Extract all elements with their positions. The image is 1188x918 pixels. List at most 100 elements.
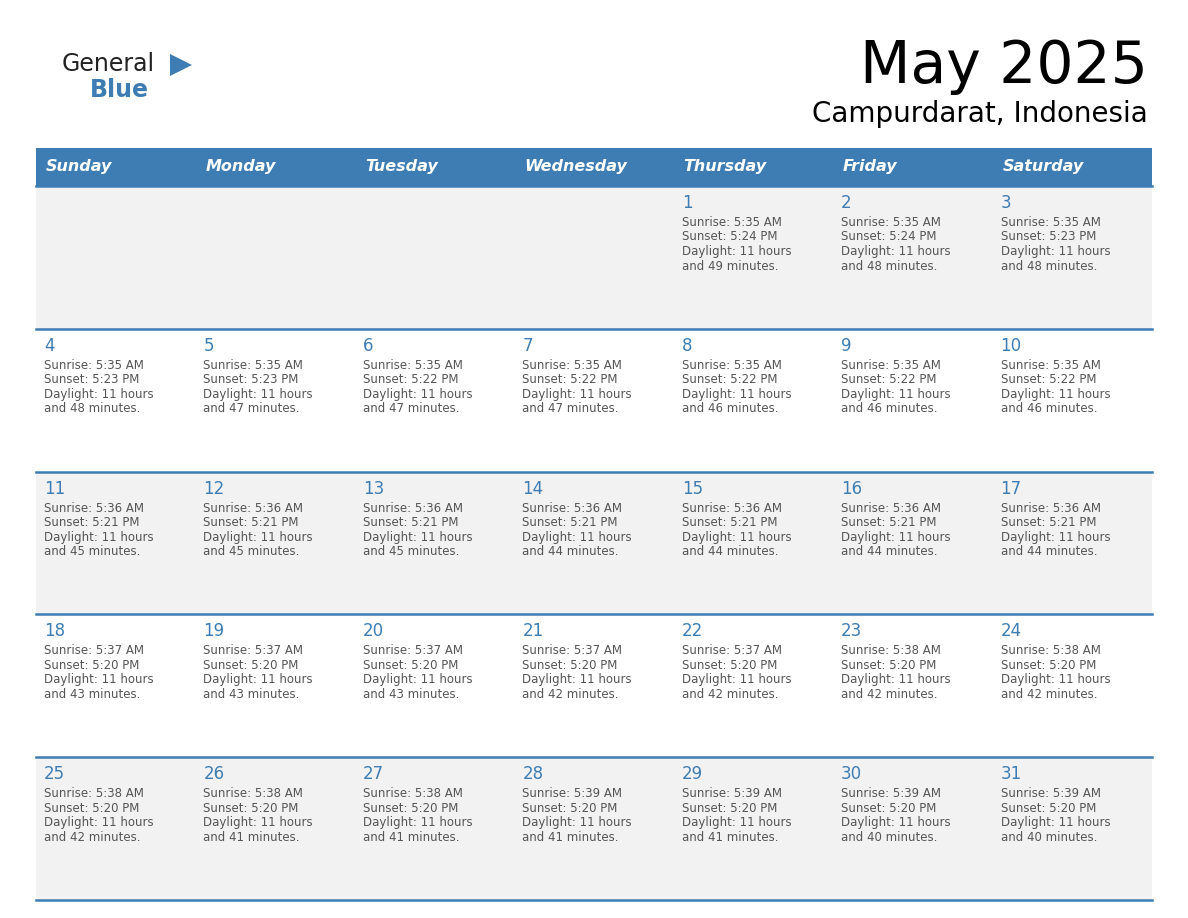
Text: and 42 minutes.: and 42 minutes. xyxy=(523,688,619,701)
Text: 30: 30 xyxy=(841,766,862,783)
Text: General: General xyxy=(62,52,156,76)
Text: Sunset: 5:20 PM: Sunset: 5:20 PM xyxy=(1000,659,1097,672)
Bar xyxy=(196,186,355,329)
Text: Sunset: 5:22 PM: Sunset: 5:22 PM xyxy=(841,374,936,386)
Bar xyxy=(355,614,514,757)
Bar xyxy=(992,148,1152,186)
Text: Daylight: 11 hours: Daylight: 11 hours xyxy=(44,816,153,829)
Text: 13: 13 xyxy=(362,479,384,498)
Text: 21: 21 xyxy=(523,622,544,641)
Bar xyxy=(833,186,992,329)
Bar xyxy=(514,329,674,472)
Bar xyxy=(674,329,833,472)
Text: 20: 20 xyxy=(362,622,384,641)
Text: and 48 minutes.: and 48 minutes. xyxy=(44,402,140,415)
Bar xyxy=(514,186,674,329)
Text: Sunset: 5:20 PM: Sunset: 5:20 PM xyxy=(44,801,139,814)
Bar xyxy=(514,472,674,614)
Text: Daylight: 11 hours: Daylight: 11 hours xyxy=(203,387,314,401)
Text: Sunrise: 5:38 AM: Sunrise: 5:38 AM xyxy=(203,788,303,800)
Text: Sunrise: 5:35 AM: Sunrise: 5:35 AM xyxy=(682,216,782,229)
Text: Daylight: 11 hours: Daylight: 11 hours xyxy=(841,674,950,687)
Text: and 44 minutes.: and 44 minutes. xyxy=(1000,545,1097,558)
Text: Sunset: 5:22 PM: Sunset: 5:22 PM xyxy=(523,374,618,386)
Text: Sunset: 5:21 PM: Sunset: 5:21 PM xyxy=(44,516,139,529)
Text: Daylight: 11 hours: Daylight: 11 hours xyxy=(1000,531,1111,543)
Text: 16: 16 xyxy=(841,479,862,498)
Text: Daylight: 11 hours: Daylight: 11 hours xyxy=(44,387,153,401)
Bar xyxy=(36,148,196,186)
Text: Daylight: 11 hours: Daylight: 11 hours xyxy=(1000,245,1111,258)
Bar xyxy=(36,186,196,329)
Text: Friday: Friday xyxy=(843,160,898,174)
Bar xyxy=(196,148,355,186)
Text: Sunset: 5:21 PM: Sunset: 5:21 PM xyxy=(203,516,299,529)
Text: and 41 minutes.: and 41 minutes. xyxy=(682,831,778,844)
Bar xyxy=(355,329,514,472)
Text: 1: 1 xyxy=(682,194,693,212)
Text: Daylight: 11 hours: Daylight: 11 hours xyxy=(682,387,791,401)
Text: Sunrise: 5:36 AM: Sunrise: 5:36 AM xyxy=(841,501,941,515)
Bar xyxy=(36,329,196,472)
Text: Sunrise: 5:37 AM: Sunrise: 5:37 AM xyxy=(682,644,782,657)
Bar xyxy=(992,186,1152,329)
Text: Daylight: 11 hours: Daylight: 11 hours xyxy=(1000,387,1111,401)
Text: Sunrise: 5:36 AM: Sunrise: 5:36 AM xyxy=(1000,501,1100,515)
Bar xyxy=(514,148,674,186)
Text: Campurdarat, Indonesia: Campurdarat, Indonesia xyxy=(813,100,1148,128)
Text: Daylight: 11 hours: Daylight: 11 hours xyxy=(682,816,791,829)
Text: Sunset: 5:20 PM: Sunset: 5:20 PM xyxy=(203,659,299,672)
Text: Sunset: 5:20 PM: Sunset: 5:20 PM xyxy=(1000,801,1097,814)
Text: Sunrise: 5:38 AM: Sunrise: 5:38 AM xyxy=(44,788,144,800)
Bar xyxy=(514,614,674,757)
Bar xyxy=(833,472,992,614)
Text: Sunrise: 5:37 AM: Sunrise: 5:37 AM xyxy=(44,644,144,657)
Text: Sunrise: 5:38 AM: Sunrise: 5:38 AM xyxy=(362,788,463,800)
Text: Sunrise: 5:36 AM: Sunrise: 5:36 AM xyxy=(523,501,623,515)
Text: Sunrise: 5:36 AM: Sunrise: 5:36 AM xyxy=(682,501,782,515)
Text: 24: 24 xyxy=(1000,622,1022,641)
Text: and 45 minutes.: and 45 minutes. xyxy=(203,545,299,558)
Text: and 48 minutes.: and 48 minutes. xyxy=(841,260,937,273)
Text: Sunset: 5:20 PM: Sunset: 5:20 PM xyxy=(841,659,936,672)
Text: Sunrise: 5:35 AM: Sunrise: 5:35 AM xyxy=(362,359,463,372)
Text: 31: 31 xyxy=(1000,766,1022,783)
Text: and 41 minutes.: and 41 minutes. xyxy=(523,831,619,844)
Text: Sunrise: 5:35 AM: Sunrise: 5:35 AM xyxy=(44,359,144,372)
Text: and 41 minutes.: and 41 minutes. xyxy=(362,831,460,844)
Bar xyxy=(992,472,1152,614)
Text: Sunrise: 5:35 AM: Sunrise: 5:35 AM xyxy=(841,216,941,229)
Text: and 40 minutes.: and 40 minutes. xyxy=(1000,831,1097,844)
Text: Sunrise: 5:38 AM: Sunrise: 5:38 AM xyxy=(1000,644,1100,657)
Text: 28: 28 xyxy=(523,766,543,783)
Text: Sunrise: 5:37 AM: Sunrise: 5:37 AM xyxy=(362,644,463,657)
Text: Sunrise: 5:39 AM: Sunrise: 5:39 AM xyxy=(523,788,623,800)
Bar xyxy=(674,148,833,186)
Text: Thursday: Thursday xyxy=(684,160,766,174)
Text: 5: 5 xyxy=(203,337,214,354)
Bar xyxy=(833,148,992,186)
Text: and 47 minutes.: and 47 minutes. xyxy=(203,402,299,415)
Text: and 47 minutes.: and 47 minutes. xyxy=(523,402,619,415)
Text: Sunset: 5:22 PM: Sunset: 5:22 PM xyxy=(362,374,459,386)
Text: Sunrise: 5:39 AM: Sunrise: 5:39 AM xyxy=(841,788,941,800)
Text: 3: 3 xyxy=(1000,194,1011,212)
Text: May 2025: May 2025 xyxy=(860,38,1148,95)
Text: 9: 9 xyxy=(841,337,852,354)
Text: Daylight: 11 hours: Daylight: 11 hours xyxy=(682,531,791,543)
Text: and 44 minutes.: and 44 minutes. xyxy=(523,545,619,558)
Bar xyxy=(674,186,833,329)
Text: Saturday: Saturday xyxy=(1003,160,1083,174)
Bar xyxy=(514,757,674,900)
Text: Sunset: 5:20 PM: Sunset: 5:20 PM xyxy=(523,801,618,814)
Text: Daylight: 11 hours: Daylight: 11 hours xyxy=(44,674,153,687)
Text: and 43 minutes.: and 43 minutes. xyxy=(203,688,299,701)
Text: Sunday: Sunday xyxy=(46,160,113,174)
Bar xyxy=(355,757,514,900)
Text: Daylight: 11 hours: Daylight: 11 hours xyxy=(1000,816,1111,829)
Text: Daylight: 11 hours: Daylight: 11 hours xyxy=(44,531,153,543)
Text: 18: 18 xyxy=(44,622,65,641)
Text: Sunrise: 5:39 AM: Sunrise: 5:39 AM xyxy=(682,788,782,800)
Text: and 42 minutes.: and 42 minutes. xyxy=(1000,688,1097,701)
Text: Sunset: 5:20 PM: Sunset: 5:20 PM xyxy=(841,801,936,814)
